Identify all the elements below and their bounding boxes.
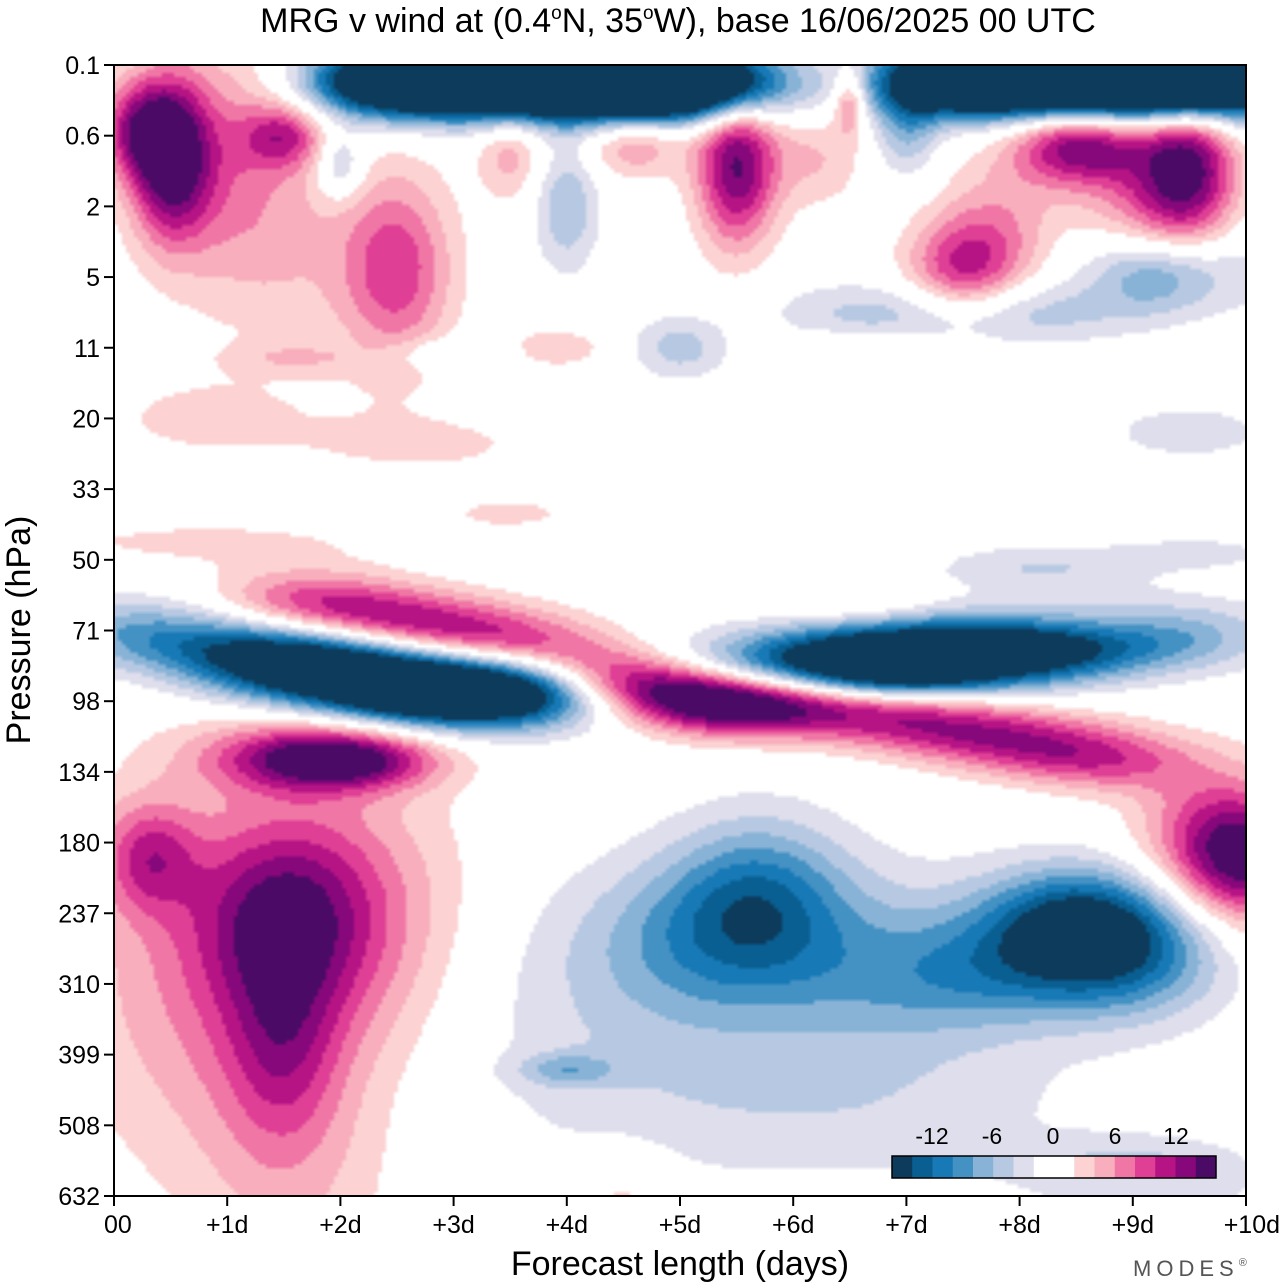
colorbar-swatch [1114,1156,1136,1178]
x-tick-label: +5d [659,1211,701,1239]
y-tick-label: 71 [72,618,100,646]
y-tick-label: 33 [72,476,100,504]
colorbar-label: -12 [915,1123,948,1149]
x-tick-label: +7d [885,1211,927,1239]
colorbar-swatch [952,1156,974,1178]
colorbar-swatch [912,1156,933,1178]
y-tick-label: 310 [58,971,100,999]
colorbar-swatch [932,1156,954,1178]
colorbar: -12 -6 0 6 12 [891,1123,1217,1179]
y-axis: 0.1 0.6 2 5 11 20 33 50 71 98 134 180 237 310 399 508 63… [58,52,114,1211]
colorbar-label: 0 [1047,1123,1060,1149]
y-tick-label: 98 [72,688,100,716]
title-degree-1: o [551,3,562,24]
y-tick-label: 0.1 [65,52,100,80]
x-axis-title: Forecast length (days) [511,1245,849,1283]
credit-text: MODES [1133,1256,1239,1281]
x-tick-label: +6d [772,1211,814,1239]
x-tick-label: +1d [206,1211,248,1239]
plot-area [114,65,1246,1196]
colorbar-frame [891,1155,1217,1179]
colorbar-swatch [1195,1156,1217,1178]
colorbar-label: 6 [1109,1123,1122,1149]
y-tick-label: 134 [58,759,100,787]
x-tick-label: +9d [1112,1211,1154,1239]
colorbar-swatch [993,1156,1014,1178]
y-tick-label: 20 [72,405,100,433]
y-tick-label: 508 [58,1112,100,1140]
y-tick-label: 50 [72,547,100,575]
y-tick-label: 2 [86,193,100,221]
colorbar-swatch [1033,1156,1055,1178]
colorbar-swatch [1074,1156,1095,1178]
colorbar-label: -6 [982,1123,1002,1149]
colorbar-swatch [1135,1156,1156,1178]
colorbar-swatch [973,1156,994,1178]
y-tick-label: 180 [58,830,100,858]
colorbar-swatch [892,1156,913,1178]
x-tick-label: +4d [546,1211,588,1239]
colorbar-swatch [1013,1156,1035,1178]
y-tick-label: 632 [58,1183,100,1211]
colorbar-swatch [1175,1156,1197,1178]
chart-title: MRG v wind at (0.4oN, 35oW), base 16/06/… [260,2,1096,40]
x-tick-label: 00 [104,1211,132,1239]
x-tick-label: +10d [1224,1211,1280,1239]
y-tick-label: 11 [74,335,100,363]
x-tick-label: +3d [432,1211,474,1239]
title-degree-2: o [643,3,654,24]
contour-field [114,65,1246,1196]
y-axis-title: Pressure (hPa) [0,516,38,745]
colorbar-swatch [1054,1156,1075,1178]
y-tick-label: 237 [58,900,100,928]
colorbar-swatch [1094,1156,1116,1178]
credit-logo: MODES® [1133,1256,1247,1281]
colorbar-swatch [1155,1156,1176,1178]
chart-title-part-a: MRG v wind at (0.4 [260,2,551,40]
x-axis: 00 +1d +2d +3d +4d +5d +6d +7d +8d +9d +10d [104,1196,1280,1239]
y-tick-label: 5 [86,264,100,292]
colorbar-label: 12 [1163,1123,1189,1149]
chart-title-part-c: W), base 16/06/2025 00 UTC [654,2,1096,40]
chart-title-part-b: N, 35 [562,2,643,40]
x-tick-label: +2d [319,1211,361,1239]
credit-mark: ® [1239,1257,1247,1269]
y-tick-label: 0.6 [65,123,100,151]
x-tick-label: +8d [998,1211,1040,1239]
y-tick-label: 399 [58,1042,100,1070]
